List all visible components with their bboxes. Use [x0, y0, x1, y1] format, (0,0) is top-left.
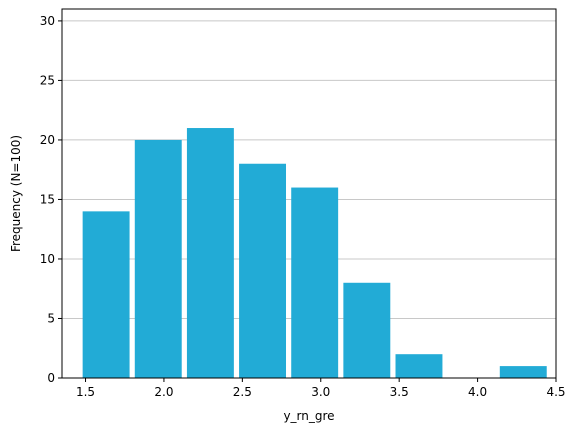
bar	[499, 366, 547, 378]
bars	[82, 128, 547, 378]
y-tick-label: 5	[47, 311, 55, 325]
plot-frame	[61, 8, 557, 379]
y-axis-label: Frequency (N=100)	[9, 135, 23, 252]
y-tick-label: 10	[40, 252, 55, 266]
x-tick-label: 2.0	[154, 385, 173, 399]
x-tick-label: 2.5	[233, 385, 252, 399]
bar	[291, 187, 339, 378]
x-axis-label: y_rn_gre	[283, 409, 334, 423]
x-axis-ticks: 1.5 2.0 2.5 3.0 3.5 4.0 4.5	[76, 378, 566, 399]
bar	[186, 128, 234, 378]
y-tick-label: 30	[40, 14, 55, 28]
bar	[395, 354, 443, 378]
y-tick-label: 25	[40, 73, 55, 87]
bar	[82, 211, 130, 378]
x-tick-label: 4.0	[468, 385, 487, 399]
y-tick-label: 0	[47, 371, 55, 385]
y-tick-label: 20	[40, 133, 55, 147]
bar	[343, 282, 391, 378]
y-axis-ticks: 0 5 10 15 20 25 30	[40, 14, 62, 385]
y-tick-label: 15	[40, 192, 55, 206]
x-tick-label: 1.5	[76, 385, 95, 399]
x-tick-label: 3.0	[311, 385, 330, 399]
bar	[239, 163, 287, 378]
x-tick-label: 4.5	[546, 385, 565, 399]
bar	[134, 139, 182, 378]
x-tick-label: 3.5	[390, 385, 409, 399]
